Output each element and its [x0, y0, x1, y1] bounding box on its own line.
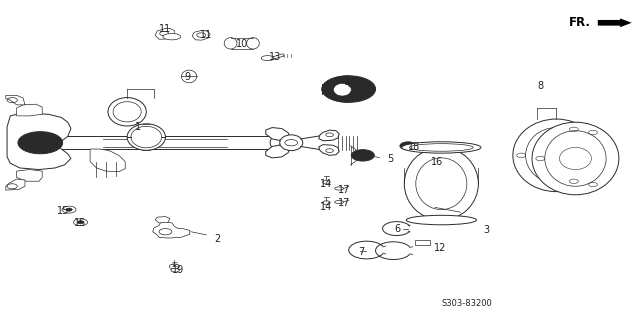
Text: 1: 1: [135, 122, 141, 132]
Text: 9: 9: [184, 72, 191, 82]
Ellipse shape: [406, 215, 476, 225]
Ellipse shape: [525, 127, 587, 183]
Circle shape: [322, 76, 376, 102]
Circle shape: [333, 81, 365, 97]
Polygon shape: [153, 222, 189, 238]
Ellipse shape: [532, 122, 619, 195]
Circle shape: [416, 158, 431, 165]
Circle shape: [400, 142, 417, 150]
Circle shape: [77, 221, 84, 224]
Text: 5: 5: [387, 153, 394, 164]
Text: 3: 3: [483, 224, 489, 235]
Text: 6: 6: [395, 223, 401, 234]
Polygon shape: [156, 29, 174, 39]
Text: 10: 10: [236, 39, 248, 49]
Text: S303-83200: S303-83200: [442, 299, 492, 308]
Polygon shape: [319, 145, 339, 155]
Text: 12: 12: [434, 243, 446, 253]
Polygon shape: [17, 170, 42, 181]
Polygon shape: [266, 127, 290, 140]
Text: 18: 18: [408, 141, 420, 152]
Circle shape: [356, 152, 369, 158]
Circle shape: [66, 208, 72, 211]
Ellipse shape: [333, 83, 351, 96]
Ellipse shape: [402, 142, 481, 153]
Text: 14: 14: [320, 203, 332, 212]
Ellipse shape: [127, 124, 166, 150]
Text: 8: 8: [537, 81, 543, 91]
Polygon shape: [156, 217, 170, 223]
Ellipse shape: [163, 34, 180, 40]
FancyArrow shape: [598, 18, 632, 27]
Text: 15: 15: [57, 206, 69, 216]
Text: 15: 15: [74, 218, 86, 228]
Text: FR.: FR.: [569, 16, 591, 29]
Circle shape: [26, 136, 54, 150]
Polygon shape: [6, 179, 25, 190]
Ellipse shape: [513, 119, 600, 192]
Polygon shape: [171, 268, 179, 272]
Text: 2: 2: [214, 234, 221, 244]
Text: 16: 16: [431, 157, 443, 167]
Ellipse shape: [404, 147, 478, 220]
Text: 19: 19: [172, 265, 184, 275]
Polygon shape: [90, 149, 125, 172]
Text: 17: 17: [338, 198, 350, 208]
Ellipse shape: [280, 135, 303, 151]
Polygon shape: [7, 113, 71, 170]
Polygon shape: [266, 145, 290, 158]
Ellipse shape: [416, 158, 467, 210]
Polygon shape: [415, 240, 430, 245]
Text: 7: 7: [358, 247, 365, 256]
Text: 11: 11: [159, 24, 172, 34]
Text: 13: 13: [269, 52, 281, 62]
Text: 11: 11: [200, 30, 212, 40]
Polygon shape: [192, 30, 210, 40]
Circle shape: [18, 132, 63, 154]
Ellipse shape: [545, 131, 606, 186]
Ellipse shape: [131, 126, 162, 148]
Polygon shape: [6, 95, 25, 105]
Text: 17: 17: [338, 185, 350, 195]
Text: 14: 14: [320, 179, 332, 189]
Circle shape: [351, 150, 374, 161]
Text: 4: 4: [344, 79, 350, 89]
Polygon shape: [17, 104, 42, 116]
Polygon shape: [319, 130, 339, 141]
